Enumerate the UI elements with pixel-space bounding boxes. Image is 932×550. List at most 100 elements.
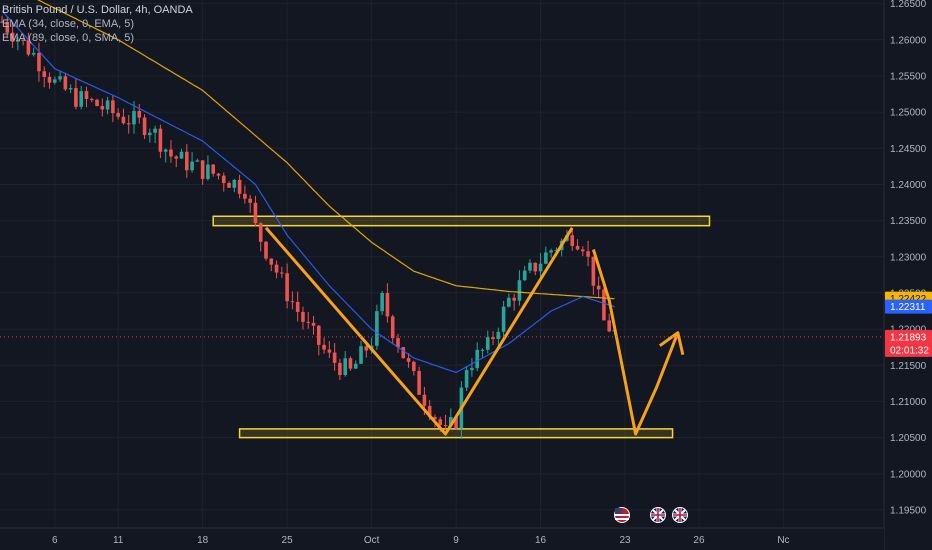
price-tick-label: 1.20500 <box>890 433 927 444</box>
candle-body <box>280 272 284 274</box>
candle-body <box>227 183 231 188</box>
legend-ema34[interactable]: EMA (34, close, 0, EMA, 5) <box>2 18 135 30</box>
us-flag-event-icon[interactable] <box>614 507 630 523</box>
price-tag-label: 1.22311 <box>890 302 926 313</box>
time-tick-label: Nc <box>777 535 789 546</box>
candle-body <box>454 417 458 429</box>
time-tick-label: 11 <box>113 535 124 546</box>
price-tag-label: 1.22422 <box>890 294 927 305</box>
candle-body <box>496 331 501 339</box>
candle-body <box>285 273 289 302</box>
candle-body <box>544 252 548 264</box>
price-tick-label: 1.26000 <box>890 35 927 46</box>
candle-body <box>581 249 585 252</box>
candle-body <box>375 311 379 346</box>
candle-body <box>105 100 110 110</box>
economic-events[interactable] <box>614 507 688 523</box>
candle-body <box>517 280 522 301</box>
candle-body <box>264 241 268 259</box>
candle-body <box>295 301 300 312</box>
candle-body <box>53 79 57 83</box>
projection-path-line <box>591 249 680 436</box>
price-tick-label: 1.20000 <box>890 469 927 480</box>
drawing-overlays[interactable] <box>264 226 685 436</box>
time-axis[interactable]: 6 11 18 25 Oct 9 16 23 26 Nc <box>52 535 790 546</box>
candle-body <box>422 394 427 406</box>
price-axis[interactable]: 1.26500 1.26000 1.25500 1.25000 1.24500 1.240… <box>890 0 927 516</box>
candle-body <box>512 297 516 301</box>
candle-body <box>533 262 538 272</box>
candle-body <box>137 110 142 118</box>
candle-body <box>111 100 115 114</box>
time-tick-label: 9 <box>453 535 459 546</box>
candle-body <box>221 175 226 184</box>
price-tag <box>885 329 932 344</box>
support-resistance-zones[interactable] <box>212 215 711 439</box>
time-axis-background[interactable] <box>0 528 884 550</box>
candle-body <box>549 250 553 253</box>
candle-body <box>174 156 179 159</box>
legend-ema89[interactable]: EMA (89, close, 0, SMA, 5) <box>2 32 135 44</box>
candle-body <box>31 52 36 55</box>
price-tick-label: 1.24000 <box>890 180 927 191</box>
candle-body <box>158 128 163 152</box>
candle-body <box>232 179 237 188</box>
candle-body <box>0 21 4 23</box>
uk-flag-event-icon[interactable] <box>672 507 688 523</box>
candle-body <box>364 346 369 351</box>
zigzag-pattern-line <box>264 226 574 436</box>
candle-body <box>21 39 25 41</box>
chart-legend[interactable]: British Pound / U.S. Dollar, 4h, OANDA E… <box>2 3 193 45</box>
candle-body <box>148 132 152 136</box>
price-tick-label: 1.25000 <box>890 108 927 119</box>
candle-body <box>169 149 173 157</box>
candle-body <box>290 301 295 303</box>
candle-body <box>89 99 94 101</box>
candle-body <box>327 349 332 353</box>
price-tag <box>885 299 932 314</box>
candle-body <box>16 39 20 42</box>
candle-body <box>501 306 506 332</box>
time-tick-label: 25 <box>282 535 294 546</box>
time-tick-label: 23 <box>619 535 631 546</box>
price-tick-label: 1.21000 <box>890 397 927 408</box>
candle-body <box>412 361 416 372</box>
candle-body <box>306 321 311 323</box>
candle-body <box>63 76 68 90</box>
candle-body <box>338 362 342 375</box>
candle-body <box>449 417 453 426</box>
candle-body <box>438 419 443 426</box>
legend-symbol[interactable]: British Pound / U.S. Dollar, 4h, OANDA <box>2 4 193 16</box>
candle-body <box>153 128 157 133</box>
candle-body <box>126 123 131 125</box>
price-tag-label: 02:01:32 <box>890 345 929 356</box>
candle-body <box>332 352 337 363</box>
price-tag-label: 1.21893 <box>890 332 927 343</box>
candle-body <box>591 256 596 286</box>
candle-body <box>348 358 353 369</box>
candle-body <box>74 88 78 107</box>
time-tick-label: 16 <box>535 535 547 546</box>
candle-body <box>380 292 384 312</box>
candle-body <box>596 285 601 290</box>
candle-body <box>570 235 575 246</box>
candle-body <box>522 270 527 281</box>
candle-body <box>607 320 611 332</box>
candle-body <box>507 297 511 307</box>
resistance-zone <box>212 215 711 227</box>
candle-body <box>195 160 200 162</box>
candle-body <box>586 251 590 257</box>
candle-body <box>417 371 421 395</box>
candle-body <box>216 173 221 176</box>
price-tick-label: 1.23500 <box>890 216 927 227</box>
price-axis-background[interactable] <box>884 0 932 550</box>
uk-flag-event-icon[interactable] <box>650 507 666 523</box>
candle-body <box>10 32 15 42</box>
candle-body <box>47 76 52 83</box>
candle-body <box>79 91 83 107</box>
candle-body <box>480 349 485 351</box>
candle-body <box>390 316 395 339</box>
candle-body <box>84 91 89 100</box>
